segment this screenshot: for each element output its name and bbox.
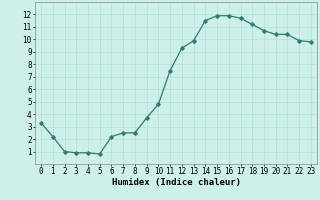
X-axis label: Humidex (Indice chaleur): Humidex (Indice chaleur) (111, 178, 241, 187)
